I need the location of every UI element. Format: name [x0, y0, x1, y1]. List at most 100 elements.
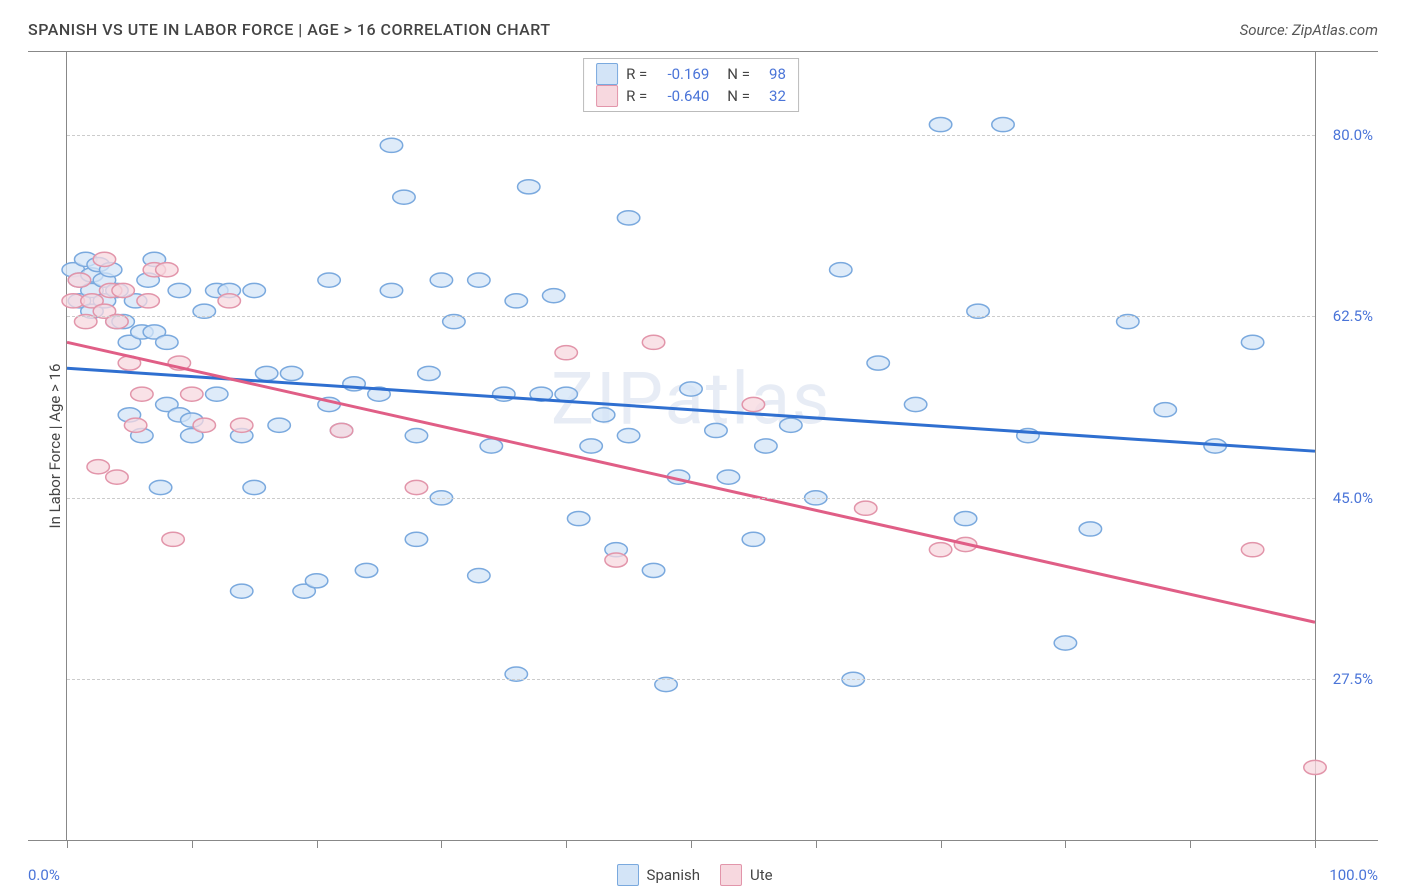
scatter-point: [380, 138, 402, 152]
scatter-point: [605, 553, 627, 567]
legend-swatch: [617, 864, 639, 886]
scatter-point: [929, 543, 951, 557]
scatter-point: [68, 273, 90, 287]
scatter-point: [181, 387, 203, 401]
scatter-point: [468, 273, 490, 287]
scatter-point: [168, 283, 190, 297]
legend-label: Spanish: [647, 866, 700, 884]
x-axis-min-label: 0.0%: [28, 866, 60, 884]
scatter-point: [1079, 522, 1101, 536]
scatter-point: [642, 335, 664, 349]
scatter-point: [742, 532, 764, 546]
scatter-point: [755, 439, 777, 453]
scatter-point: [330, 423, 352, 437]
scatter-point: [318, 273, 340, 287]
scatter-point: [1304, 760, 1326, 774]
x-tick: [441, 840, 442, 848]
legend-label: Ute: [750, 866, 773, 884]
scatter-point: [468, 569, 490, 583]
x-tick: [192, 840, 193, 848]
scatter-point: [555, 387, 577, 401]
y-tick-label: 62.5%: [1333, 307, 1373, 325]
scatter-point: [230, 584, 252, 598]
scatter-point: [218, 294, 240, 308]
scatter-point: [617, 429, 639, 443]
scatter-point: [230, 418, 252, 432]
scatter-point: [206, 387, 228, 401]
scatter-point: [405, 429, 427, 443]
scatter-point: [705, 423, 727, 437]
scatter-point: [717, 470, 739, 484]
x-tick: [941, 840, 942, 848]
scatter-point: [1154, 403, 1176, 417]
gridline: [67, 316, 1315, 317]
scatter-point: [992, 117, 1014, 131]
trend-line: [67, 368, 1315, 451]
x-tick: [1315, 840, 1316, 848]
x-tick: [1065, 840, 1066, 848]
scatter-point: [867, 356, 889, 370]
source-attribution: Source: ZipAtlas.com: [1240, 21, 1378, 39]
scatter-point: [305, 574, 327, 588]
gridline: [67, 679, 1315, 680]
scatter-point: [592, 408, 614, 422]
legend-swatch: [720, 864, 742, 886]
scatter-point: [87, 460, 109, 474]
scatter-point: [518, 180, 540, 194]
scatter-point: [106, 470, 128, 484]
x-tick: [1190, 840, 1191, 848]
scatter-point: [430, 273, 452, 287]
scatter-point: [680, 382, 702, 396]
plot-region: In Labor Force | Age > 16 ZIPatlas R =-0…: [66, 52, 1316, 840]
legend: Spanish Ute: [617, 864, 773, 886]
scatter-point: [268, 418, 290, 432]
scatter-point: [542, 289, 564, 303]
scatter-svg: [67, 52, 1315, 840]
scatter-point: [131, 387, 153, 401]
scatter-point: [380, 283, 402, 297]
scatter-point: [405, 480, 427, 494]
chart-area: In Labor Force | Age > 16 ZIPatlas R =-0…: [28, 51, 1378, 841]
scatter-point: [243, 480, 265, 494]
scatter-point: [393, 190, 415, 204]
scatter-point: [112, 283, 134, 297]
y-axis-label: In Labor Force | Age > 16: [46, 364, 64, 529]
scatter-point: [929, 117, 951, 131]
scatter-point: [355, 563, 377, 577]
scatter-point: [162, 532, 184, 546]
scatter-point: [418, 366, 440, 380]
scatter-point: [137, 294, 159, 308]
x-tick: [317, 840, 318, 848]
scatter-point: [904, 397, 926, 411]
gridline: [67, 135, 1315, 136]
scatter-point: [567, 511, 589, 525]
x-tick: [816, 840, 817, 848]
legend-item: Ute: [720, 864, 773, 886]
legend-item: Spanish: [617, 864, 700, 886]
scatter-point: [617, 211, 639, 225]
y-tick-label: 45.0%: [1333, 489, 1373, 507]
scatter-point: [780, 418, 802, 432]
scatter-point: [742, 397, 764, 411]
scatter-point: [124, 418, 146, 432]
x-tick: [67, 840, 68, 848]
x-tick: [691, 840, 692, 848]
scatter-point: [580, 439, 602, 453]
x-axis-bar: 0.0% Spanish Ute 100.0%: [28, 864, 1378, 886]
scatter-point: [93, 252, 115, 266]
scatter-point: [280, 366, 302, 380]
scatter-point: [193, 418, 215, 432]
scatter-point: [1054, 636, 1076, 650]
scatter-point: [156, 335, 178, 349]
x-axis-max-label: 100.0%: [1329, 866, 1378, 884]
scatter-point: [149, 480, 171, 494]
scatter-point: [854, 501, 876, 515]
chart-title: SPANISH VS UTE IN LABOR FORCE | AGE > 16…: [28, 20, 551, 39]
scatter-point: [1241, 335, 1263, 349]
scatter-point: [243, 283, 265, 297]
gridline: [67, 498, 1315, 499]
scatter-point: [505, 294, 527, 308]
y-tick-label: 80.0%: [1333, 126, 1373, 144]
header: SPANISH VS UTE IN LABOR FORCE | AGE > 16…: [0, 0, 1406, 51]
scatter-point: [954, 511, 976, 525]
